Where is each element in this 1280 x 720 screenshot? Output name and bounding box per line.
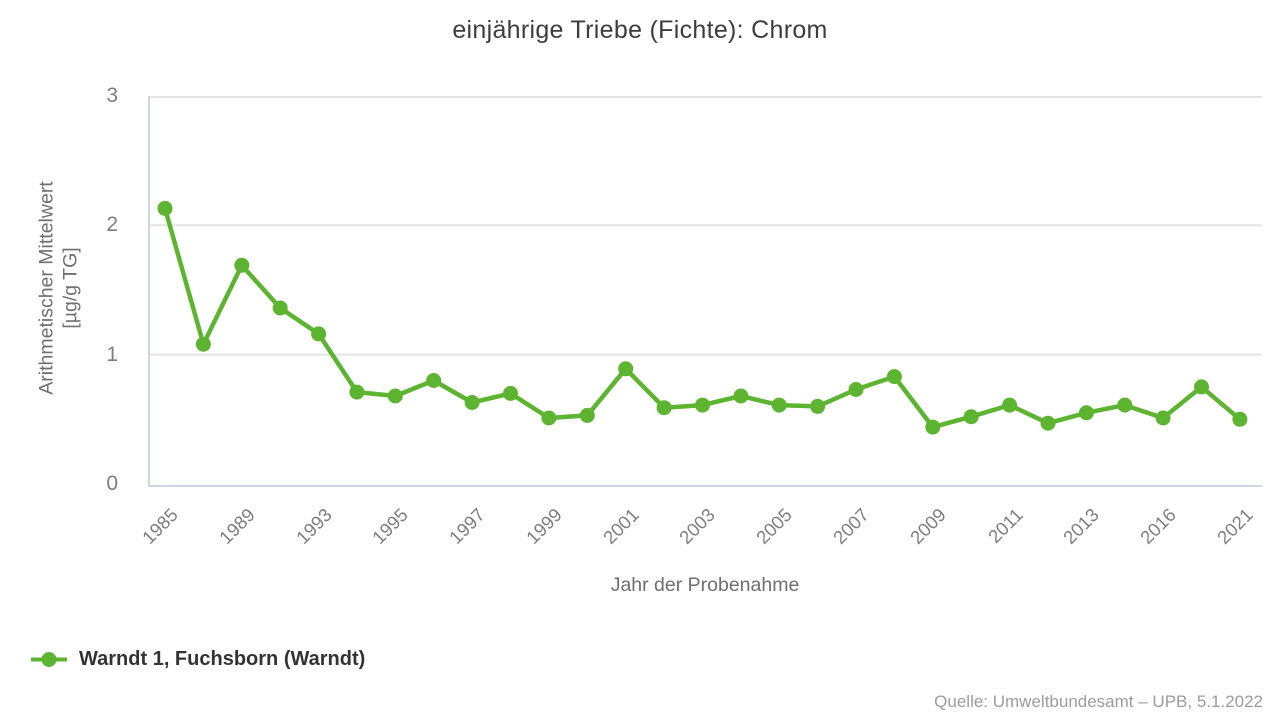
data-point-2015[interactable] [1117, 397, 1133, 413]
y-axis-title-line1: Arithmetischer Mittelwert [35, 181, 58, 395]
data-point-1998[interactable] [503, 385, 518, 401]
data-point-1997[interactable] [464, 395, 480, 410]
data-point-2001[interactable] [618, 361, 634, 377]
plot-area-svg [150, 96, 1262, 435]
data-point-2013[interactable] [1078, 405, 1094, 421]
data-point-2012[interactable] [1040, 415, 1056, 431]
data-point-1993[interactable] [311, 326, 327, 342]
data-point-2021[interactable] [1232, 411, 1248, 427]
data-point-2011[interactable] [1002, 397, 1018, 413]
data-point-2010[interactable] [963, 409, 979, 425]
chart-title: einjährige Triebe (Fichte): Chrom [452, 16, 828, 44]
data-point-2018[interactable] [1194, 379, 1209, 395]
data-point-1989[interactable] [234, 257, 250, 273]
data-point-2002[interactable] [656, 400, 672, 416]
data-point-2004[interactable] [733, 388, 749, 404]
y-axis-title-line2: [µg/g TG] [60, 247, 82, 329]
y-axis-title: Arithmetischer Mittelwert [µg/g TG] [35, 181, 84, 394]
data-point-2008[interactable] [886, 369, 902, 385]
plot-area [148, 96, 1262, 487]
y-tick-label-3: 3 [106, 83, 118, 107]
data-point-2016[interactable] [1155, 410, 1171, 426]
y-tick-label-1: 1 [106, 342, 118, 366]
legend-marker-icon [31, 652, 67, 667]
y-tick-label-2: 2 [106, 213, 118, 237]
data-point-2007[interactable] [848, 382, 864, 397]
data-point-2005[interactable] [771, 397, 787, 413]
data-point-2003[interactable] [695, 397, 710, 413]
data-point-2009[interactable] [925, 419, 941, 435]
data-point-1987[interactable] [195, 336, 211, 352]
data-point-1985[interactable] [157, 200, 173, 216]
series-line [162, 207, 1242, 430]
y-tick-label-0: 0 [106, 472, 118, 495]
data-point-1996[interactable] [426, 373, 442, 388]
data-point-1999[interactable] [541, 410, 557, 426]
data-point-2000[interactable] [579, 407, 595, 423]
source-credit: Quelle: Umweltbundesamt – UPB, 5.1.2022 [934, 692, 1263, 711]
legend-item[interactable]: Warndt 1, Fuchsborn (Warndt) [30, 648, 365, 671]
legend-label: Warndt 1, Fuchsborn (Warndt) [79, 648, 366, 670]
data-point-1994[interactable] [349, 384, 365, 400]
data-point-1991[interactable] [272, 300, 288, 316]
data-point-1995[interactable] [387, 388, 403, 404]
x-axis-title: Jahr der Probenahme [610, 574, 800, 596]
data-point-2006[interactable] [810, 398, 826, 414]
